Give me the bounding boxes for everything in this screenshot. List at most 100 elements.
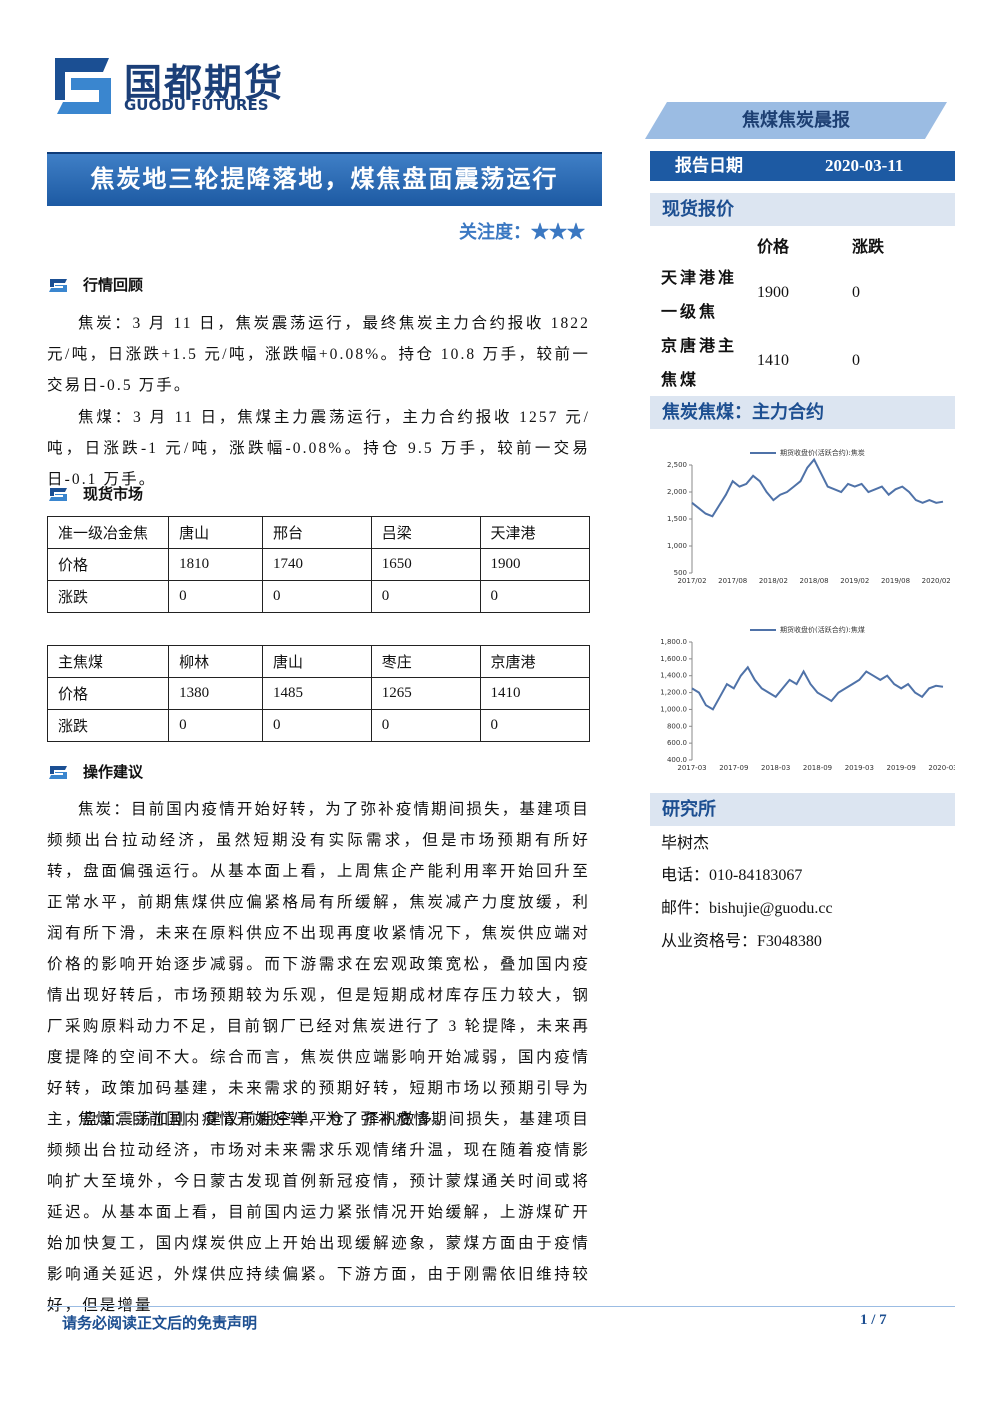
section-icon <box>49 765 67 779</box>
disclaimer: 请务必阅读正文后的免责声明 <box>62 1316 258 1332</box>
table-row: 价格 1810 1740 1650 1900 <box>46 548 591 581</box>
contact-value: F3048380 <box>757 933 822 950</box>
section-heading-text: 现货市场 <box>83 487 144 503</box>
table-cell: 准一级冶金焦 <box>46 516 170 549</box>
table-row: 涨跌 0 0 0 0 <box>46 709 591 742</box>
contact: 从业资格号：F3048380 <box>661 927 822 951</box>
spot-name: 京唐港主焦煤 <box>661 338 738 389</box>
contact: 邮件：bishujie@guodu.cc <box>661 894 833 918</box>
x-tick-label: 2017-03 <box>677 764 706 772</box>
table-cell: 1740 <box>262 548 372 581</box>
spot-header: 价格 <box>757 239 790 256</box>
paragraph: 焦炭：3 月 11 日，焦炭震荡运行，最终焦炭主力合约报收 1822 元/吨，日… <box>47 315 590 394</box>
table-cell: 唐山 <box>262 645 372 678</box>
attention: 关注度：★★★ <box>420 218 585 244</box>
y-tick-label: 1,000.0 <box>660 705 687 713</box>
x-tick-label: 2020/02 <box>922 577 951 585</box>
x-tick-label: 2019/08 <box>881 577 910 585</box>
table-cell: 0 <box>370 580 481 613</box>
spot-name: 天津港准一级焦 <box>661 270 738 321</box>
charts-title: 焦炭焦煤：主力合约 <box>650 396 955 429</box>
chart: 500 1,000 1,500 2,000 2,500 2017/02 2017/08 201… <box>667 448 951 585</box>
table-cell: 1810 <box>168 548 264 581</box>
spot-table: 主焦煤 柳林 唐山 枣庄 京唐港 价格 1380 1485 1265 1410 涨跌 0 0 0 0 <box>46 645 591 742</box>
legend-label: 期货收盘价(活跃合约):焦炭 <box>780 448 865 457</box>
table-cell: 0 <box>262 580 372 613</box>
table-cell: 价格 <box>46 677 170 710</box>
section-heading-text: 行情回顾 <box>83 278 144 294</box>
report-title: 焦炭地三轮提降落地，煤焦盘面震荡运行 <box>47 152 602 206</box>
table-cell: 京唐港 <box>479 645 591 678</box>
logo-mark <box>55 58 111 114</box>
table-cell: 柳林 <box>168 645 264 678</box>
table-cell: 主焦煤 <box>46 645 170 678</box>
table-cell: 价格 <box>46 548 170 581</box>
attention-stars: ★★★ <box>531 222 585 242</box>
table-cell: 1410 <box>479 677 591 710</box>
table-cell: 1485 <box>262 677 372 710</box>
paragraph: 焦煤：目前国内疫情开始好转，为了弥补疫情期间损失，基建项目频频出台拉动经济，市场… <box>47 1111 590 1314</box>
x-tick-label: 2019-03 <box>845 764 874 772</box>
contact-value: 010-84183067 <box>709 867 803 884</box>
x-tick-label: 2017/08 <box>718 577 747 585</box>
research-title: 研究所 <box>650 793 955 826</box>
table-cell: 涨跌 <box>46 580 170 613</box>
report-type-badge <box>645 102 947 139</box>
x-tick-label: 2018/02 <box>759 577 788 585</box>
legend-label: 期货收盘价(活跃合约):焦煤 <box>780 625 865 634</box>
table-row: 准一级冶金焦 唐山 邢台 吕梁 天津港 <box>46 516 591 549</box>
contact-label: 邮件： <box>661 900 710 917</box>
contact-label: 电话： <box>661 867 710 884</box>
table-cell: 1650 <box>370 548 481 581</box>
spot-price: 1410 <box>757 352 789 369</box>
table-cell: 0 <box>168 709 264 742</box>
table-cell: 天津港 <box>479 516 591 549</box>
table-cell: 1380 <box>168 677 264 710</box>
table-cell: 0 <box>262 709 372 742</box>
line-series <box>691 665 944 711</box>
spot-change: 0 <box>852 284 860 301</box>
y-tick-label: 1,200.0 <box>660 689 687 697</box>
attention-label: 关注度： <box>459 222 531 242</box>
section-heading: 行情回顾 <box>47 274 143 295</box>
table-cell: 0 <box>370 709 481 742</box>
y-tick-label: 1,000 <box>667 542 687 550</box>
y-tick-label: 500 <box>674 569 687 577</box>
date-label: 报告日期 <box>675 156 743 175</box>
table-cell: 邢台 <box>262 516 372 549</box>
table-cell: 0 <box>479 580 591 613</box>
y-tick-label: 800.0 <box>667 722 687 730</box>
spot-header: 涨跌 <box>852 239 885 256</box>
table-cell: 1265 <box>370 677 481 710</box>
section-heading-text: 操作建议 <box>83 765 144 781</box>
x-tick-label: 2020-03 <box>928 764 955 772</box>
y-tick-label: 1,400.0 <box>660 672 687 680</box>
date: 2020-03-11 <box>825 156 904 175</box>
footer-rule <box>47 1306 955 1307</box>
section-icon <box>49 487 67 501</box>
x-tick-label: 2019/02 <box>840 577 869 585</box>
table-row: 主焦煤 柳林 唐山 枣庄 京唐港 <box>46 645 591 678</box>
table-row: 涨跌 0 0 0 0 <box>46 580 591 613</box>
section-heading: 现货市场 <box>47 483 143 504</box>
x-tick-label: 2017/02 <box>677 577 706 585</box>
report-type: 焦煤焦炭晨报 <box>742 110 850 130</box>
spot-title: 现货报价 <box>650 193 955 226</box>
y-tick-label: 1,600.0 <box>660 655 687 663</box>
contact-value: bishujie@guodu.cc <box>709 900 833 917</box>
contact-label: 从业资格号： <box>661 933 758 950</box>
date-bar: 报告日期 2020-03-11 <box>650 151 955 181</box>
paragraph: 焦煤：3 月 11 日，焦煤主力震荡运行，主力合约报收 1257 元/吨，日涨跌… <box>47 409 590 488</box>
chart: 400.0 600.0 800.0 1,000.0 1,200.0 1,400.0 1,60… <box>660 625 955 772</box>
logo-en: GUODU FUTURES <box>124 96 269 114</box>
page-number: 1 / 7 <box>860 1312 887 1328</box>
x-tick-label: 2018-09 <box>803 764 832 772</box>
table-cell: 枣庄 <box>370 645 481 678</box>
line-series <box>691 457 944 518</box>
spot-change: 0 <box>852 352 860 369</box>
x-tick-label: 2018-03 <box>761 764 790 772</box>
table-cell: 涨跌 <box>46 709 170 742</box>
y-tick-label: 400.0 <box>667 756 687 764</box>
y-tick-label: 1,500 <box>667 515 687 523</box>
x-tick-label: 2018/08 <box>800 577 829 585</box>
